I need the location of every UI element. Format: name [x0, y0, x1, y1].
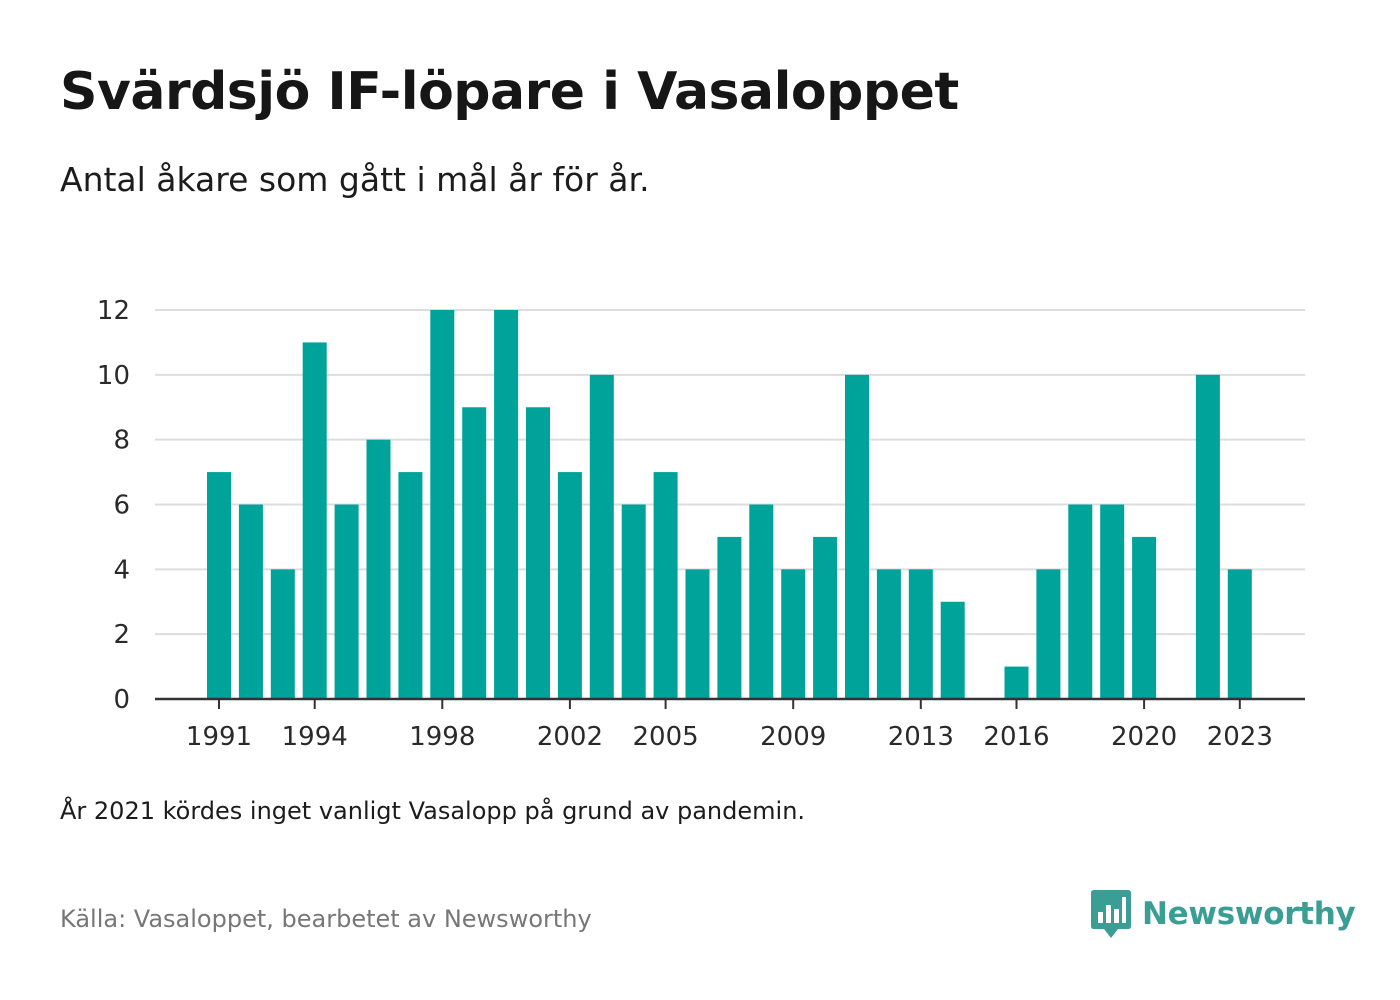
bar-2009 [781, 569, 806, 699]
x-tick-label-2013: 2013 [888, 722, 954, 752]
bar-2022 [1195, 374, 1220, 699]
newsworthy-logo: Newsworthy [1090, 888, 1356, 940]
bar-1999 [462, 407, 487, 699]
bar-2016 [1004, 666, 1029, 699]
bar-2008 [749, 504, 774, 699]
x-tick-label-1994: 1994 [282, 722, 348, 752]
x-tick-label-2009: 2009 [760, 722, 826, 752]
bar-1996 [366, 439, 391, 699]
tick-labels: 0 2 4 6 8 10 12 1991 1994 1998 2002 2005 2009 2013 201… [97, 296, 1273, 752]
bar-2012 [876, 569, 901, 699]
bar-2002 [557, 472, 582, 699]
x-tick-label-2016: 2016 [983, 722, 1049, 752]
bar-1991 [207, 472, 231, 699]
y-tick-label-2: 2 [113, 620, 130, 650]
bar-1998 [430, 310, 455, 699]
y-tick-label-8: 8 [113, 426, 130, 456]
bar-2013 [908, 569, 933, 699]
y-tick-label-4: 4 [113, 555, 130, 585]
x-tick-label-2002: 2002 [537, 722, 603, 752]
bar-2007 [717, 536, 742, 699]
y-tick-label-10: 10 [97, 361, 130, 391]
bar-2019 [1100, 504, 1125, 699]
bar-2001 [526, 407, 550, 699]
bar-1994 [302, 342, 327, 699]
bar-chart: 0 2 4 6 8 10 12 1991 1994 1998 2002 2005 2009 2013 201… [97, 296, 1305, 752]
bar-2004 [621, 504, 646, 699]
y-tick-label-6: 6 [113, 491, 130, 521]
bar-1997 [398, 472, 423, 699]
bar-2005 [653, 472, 678, 699]
chart-subtitle: Antal åkare som gått i mål år för år. [60, 160, 650, 199]
bar-2017 [1036, 569, 1061, 699]
brand-name: Newsworthy [1142, 896, 1356, 932]
x-tick-label-2005: 2005 [633, 722, 699, 752]
bar-2006 [685, 569, 710, 699]
bar-2014 [940, 601, 965, 699]
bar-1992 [238, 504, 263, 699]
bar-2010 [813, 536, 838, 699]
x-tick-label-2020: 2020 [1111, 722, 1177, 752]
bar-1993 [270, 569, 295, 699]
bar-2000 [494, 310, 519, 699]
bars [207, 310, 1252, 699]
source-credit: Källa: Vasaloppet, bearbetet av Newswort… [60, 905, 592, 933]
x-tick-label-1991: 1991 [186, 722, 252, 752]
bar-1995 [334, 504, 359, 699]
bar-2023 [1227, 569, 1252, 699]
footnote: År 2021 kördes inget vanligt Vasalopp på… [60, 797, 806, 825]
newsworthy-logo-icon [1091, 890, 1131, 938]
y-tick-label-12: 12 [97, 296, 130, 326]
x-tick-label-2023: 2023 [1207, 722, 1273, 752]
chart-title: Svärdsjö IF-löpare i Vasaloppet [60, 62, 959, 122]
bar-2011 [845, 374, 869, 699]
x-tick-label-1998: 1998 [409, 722, 475, 752]
axes [155, 697, 1305, 709]
bar-2003 [589, 374, 614, 699]
bar-2020 [1132, 536, 1157, 699]
y-tick-label-0: 0 [113, 685, 130, 715]
bar-2018 [1068, 504, 1093, 699]
